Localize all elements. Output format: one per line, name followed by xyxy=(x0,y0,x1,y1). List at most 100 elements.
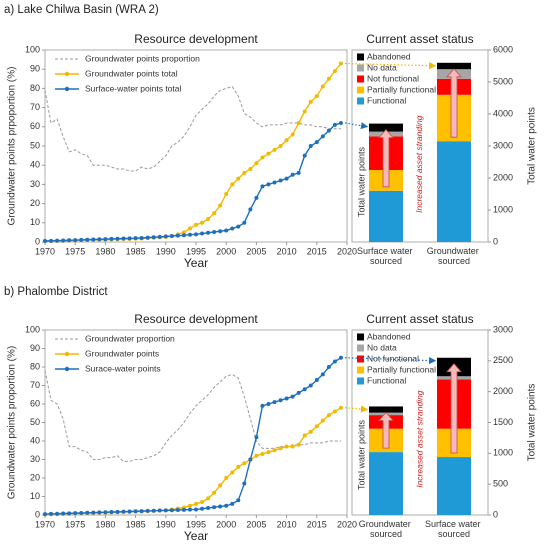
point xyxy=(338,120,343,125)
legend-label: Functional xyxy=(367,95,406,105)
legend-label: No data xyxy=(367,62,397,72)
y-tick-label: 100 xyxy=(25,44,40,54)
x-tick-label: 2005 xyxy=(246,246,266,256)
point xyxy=(272,448,277,453)
point xyxy=(181,233,186,238)
point xyxy=(206,496,211,501)
legend-marker xyxy=(64,86,70,92)
point xyxy=(302,109,307,114)
stranding-arrow xyxy=(378,128,394,188)
point xyxy=(230,501,235,506)
point xyxy=(260,451,265,456)
point xyxy=(121,509,126,514)
point xyxy=(43,239,47,244)
y-tick-label: 2000 xyxy=(493,172,513,182)
point xyxy=(115,509,120,514)
point xyxy=(332,359,337,364)
subtitle: Current asset status xyxy=(366,32,473,46)
point xyxy=(187,507,192,512)
point xyxy=(242,481,247,486)
x-tick-label: Groundwater sourced xyxy=(427,246,482,266)
point xyxy=(175,233,180,238)
legend-label: Groundwater points proportion xyxy=(85,53,200,63)
point xyxy=(206,216,211,221)
point xyxy=(266,151,271,156)
legend-label: Partially functional xyxy=(367,364,436,374)
legend-label: Abandoned xyxy=(367,51,411,61)
point xyxy=(169,508,174,513)
subtitle: Resource development xyxy=(134,312,258,326)
x-tick-label: 1975 xyxy=(65,246,85,256)
point xyxy=(175,508,180,513)
y-tick-label: 0 xyxy=(493,509,498,519)
legend-swatch xyxy=(357,75,364,83)
point xyxy=(181,230,186,235)
point xyxy=(278,446,283,451)
point xyxy=(266,402,271,406)
y-tick-label: 20 xyxy=(30,198,40,208)
bar-segment xyxy=(369,190,403,242)
point xyxy=(212,490,217,495)
point xyxy=(284,138,289,143)
x-tick-label: 2015 xyxy=(307,246,327,256)
point xyxy=(206,230,211,235)
x-tick-label: 1990 xyxy=(156,519,176,529)
bar-segment xyxy=(437,141,471,242)
x-tick-label: 1980 xyxy=(95,246,115,256)
point xyxy=(218,203,223,208)
y-tick-label: 60 xyxy=(30,121,40,131)
point xyxy=(296,170,301,175)
y-tick-label: 90 xyxy=(30,64,40,74)
y-tick-label: 2000 xyxy=(493,386,513,396)
legend-marker xyxy=(64,351,70,357)
point xyxy=(212,505,217,510)
point xyxy=(43,512,47,517)
point xyxy=(242,461,247,466)
point xyxy=(254,453,259,458)
point xyxy=(218,483,223,488)
legend-label: Groundwater proportion xyxy=(85,333,175,343)
bar-segment xyxy=(369,406,403,413)
x-tick-label: 2000 xyxy=(216,519,236,529)
y-tick-label: 10 xyxy=(30,491,40,501)
legend-swatch xyxy=(357,97,364,105)
point xyxy=(296,120,301,125)
point xyxy=(224,476,229,480)
y-tick-label: 40 xyxy=(30,160,40,170)
point xyxy=(266,450,271,455)
y-tick-label: 1000 xyxy=(493,448,513,458)
point xyxy=(248,457,253,462)
point xyxy=(272,400,277,405)
point xyxy=(272,180,277,185)
point xyxy=(332,409,337,414)
series-line xyxy=(44,407,342,516)
point xyxy=(157,508,162,513)
point xyxy=(284,176,289,181)
legend-label: Groundwater points xyxy=(85,348,159,358)
point xyxy=(320,84,325,89)
point xyxy=(254,435,259,440)
series-line xyxy=(44,370,341,462)
inner-label: Total water points xyxy=(356,146,366,217)
legend-swatch xyxy=(357,366,364,374)
point xyxy=(151,508,156,513)
point xyxy=(206,505,211,510)
point xyxy=(79,510,84,515)
point xyxy=(200,220,205,225)
y-tick-label: 1000 xyxy=(493,204,513,214)
y-tick-label: 3000 xyxy=(493,140,513,150)
point xyxy=(224,503,229,508)
point xyxy=(67,238,72,243)
point xyxy=(103,237,108,242)
point xyxy=(272,147,277,152)
point xyxy=(91,510,96,515)
x-tick-label: 1975 xyxy=(65,519,85,529)
y-axis-label: Total water points xyxy=(527,384,538,462)
point xyxy=(121,236,126,241)
legend-marker xyxy=(64,366,70,372)
y-tick-label: 60 xyxy=(30,398,40,408)
legend-swatch xyxy=(357,86,364,94)
point xyxy=(212,230,217,235)
bar-segment xyxy=(437,62,471,70)
point xyxy=(151,235,156,240)
